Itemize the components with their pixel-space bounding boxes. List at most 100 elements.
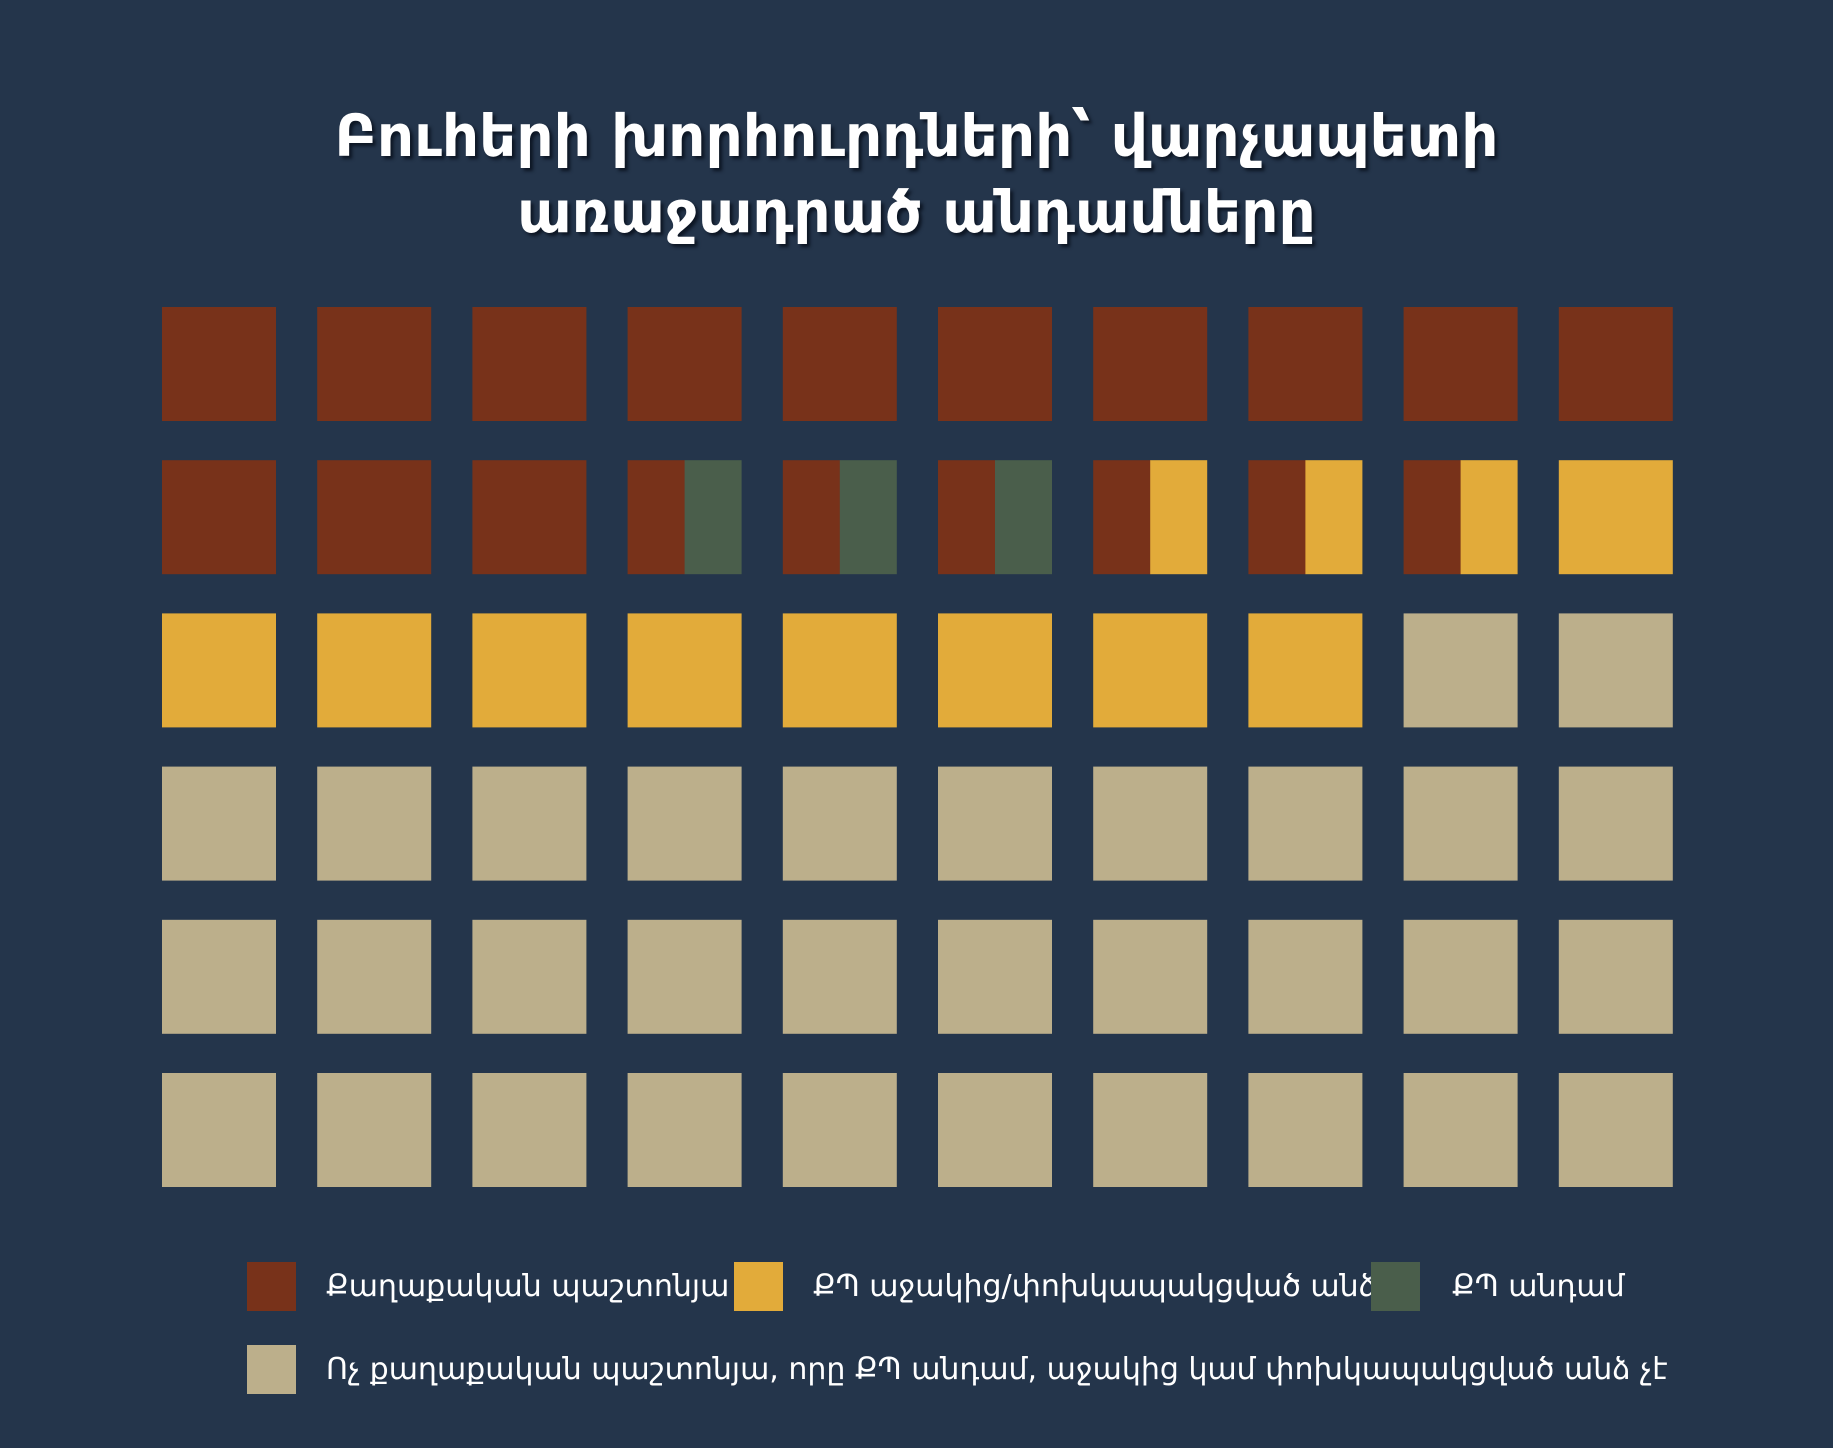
waffle-cell-cp-supporter xyxy=(317,613,432,728)
waffle-cell-political xyxy=(1248,460,1306,575)
waffle-cell-non-political xyxy=(162,919,276,1034)
waffle-cell-non-political xyxy=(627,1073,742,1187)
waffle-cell-political xyxy=(472,307,587,421)
waffle-cell-political xyxy=(317,460,432,575)
waffle-cell-political xyxy=(938,460,996,575)
waffle-cell-non-political xyxy=(1403,1073,1518,1187)
waffle-cell xyxy=(1403,613,1518,728)
waffle-cell-political xyxy=(627,307,742,421)
waffle-cell xyxy=(317,1073,432,1187)
waffle-cell-non-political xyxy=(162,766,276,881)
legend-swatch-non-political xyxy=(247,1345,296,1394)
waffle-cell xyxy=(1248,1073,1363,1187)
waffle-cell-non-political xyxy=(472,919,587,1034)
waffle-cell-non-political xyxy=(782,919,897,1034)
waffle-cell xyxy=(1558,307,1673,421)
waffle-cell xyxy=(1403,460,1518,575)
waffle-cell-cp-supporter xyxy=(1460,460,1518,575)
waffle-cell xyxy=(1093,919,1208,1034)
waffle-cell-non-political xyxy=(1248,766,1363,881)
waffle-cell-cp-supporter xyxy=(162,613,276,728)
legend-swatch-cp-member xyxy=(1371,1262,1420,1311)
waffle-cell-political xyxy=(472,460,587,575)
waffle-cell-political xyxy=(938,307,1052,421)
waffle-cell-political xyxy=(1093,307,1208,421)
waffle-cell xyxy=(1093,613,1208,728)
waffle-cell-non-political xyxy=(1093,919,1208,1034)
waffle-cell-non-political xyxy=(782,1073,897,1187)
waffle-cell-non-political xyxy=(1403,919,1518,1034)
waffle-cell xyxy=(1403,1073,1518,1187)
waffle-cell xyxy=(472,1073,587,1187)
waffle-cell xyxy=(162,307,276,421)
waffle-cell-cp-member xyxy=(839,460,897,575)
waffle-cell xyxy=(162,919,276,1034)
waffle-cell-cp-supporter xyxy=(938,613,1052,728)
waffle-cell-cp-member xyxy=(684,460,742,575)
waffle-cell-political xyxy=(782,460,841,575)
waffle-cell xyxy=(472,766,587,881)
waffle-cell xyxy=(1403,919,1518,1034)
waffle-cell xyxy=(162,460,276,575)
waffle-cell xyxy=(938,1073,1052,1187)
waffle-cell xyxy=(782,1073,897,1187)
waffle-cell-cp-supporter xyxy=(1305,460,1363,575)
legend-swatch-political xyxy=(247,1262,296,1311)
waffle-cell-cp-supporter xyxy=(472,613,587,728)
waffle-cell-non-political xyxy=(472,766,587,881)
waffle-cell-political xyxy=(1558,307,1673,421)
waffle-cell xyxy=(938,307,1052,421)
waffle-cell xyxy=(627,460,742,575)
waffle-cell xyxy=(162,766,276,881)
legend-label-political: Քաղաքական պաշտոնյա xyxy=(326,1269,730,1304)
waffle-cell xyxy=(317,613,432,728)
waffle-cell xyxy=(1558,613,1673,728)
waffle-cell-cp-supporter xyxy=(1558,460,1673,575)
legend-swatch-cp-supporter xyxy=(734,1262,783,1311)
waffle-cell xyxy=(1093,307,1208,421)
waffle-cell-non-political xyxy=(317,919,432,1034)
waffle-cell xyxy=(1558,460,1673,575)
waffle-cell xyxy=(782,766,897,881)
waffle-cell xyxy=(162,1073,276,1187)
waffle-cell xyxy=(1248,460,1363,575)
waffle-cell xyxy=(1403,766,1518,881)
waffle-cell-non-political xyxy=(317,766,432,881)
waffle-cell-non-political xyxy=(627,919,742,1034)
waffle-cell-non-political xyxy=(938,919,1052,1034)
waffle-cell-non-political xyxy=(938,1073,1052,1187)
waffle-cell xyxy=(1248,919,1363,1034)
waffle-cell-non-political xyxy=(627,766,742,881)
waffle-cell xyxy=(472,460,587,575)
waffle-cell-cp-supporter xyxy=(782,613,897,728)
waffle-cell xyxy=(317,307,432,421)
waffle-cell xyxy=(627,766,742,881)
waffle-cell-political xyxy=(162,460,276,575)
waffle-cell xyxy=(472,919,587,1034)
waffle-cell-non-political xyxy=(1093,766,1208,881)
waffle-cell-non-political xyxy=(938,766,1052,881)
waffle-cell xyxy=(472,307,587,421)
waffle-cell-cp-supporter xyxy=(1093,613,1208,728)
waffle-cell xyxy=(1248,307,1363,421)
waffle-cell xyxy=(938,919,1052,1034)
waffle-cell xyxy=(1093,460,1208,575)
waffle-cell xyxy=(938,766,1052,881)
waffle-cell-non-political xyxy=(1248,1073,1363,1187)
waffle-cell xyxy=(1093,766,1208,881)
waffle-cell-political xyxy=(162,307,276,421)
waffle-cell-political xyxy=(627,460,686,575)
waffle-cell xyxy=(938,613,1052,728)
chart-title-line-1: Բուհերի խորհուրդների՝ վարչապետի xyxy=(334,102,1499,170)
waffle-cell xyxy=(782,613,897,728)
waffle-cell-non-political xyxy=(782,766,897,881)
waffle-cell xyxy=(317,460,432,575)
waffle-cell-non-political xyxy=(317,1073,432,1187)
waffle-cell xyxy=(1093,1073,1208,1187)
waffle-cell xyxy=(472,613,587,728)
waffle-cell xyxy=(317,919,432,1034)
waffle-cell-political xyxy=(1403,307,1518,421)
legend-label-non-political: Ոչ քաղաքական պաշտոնյա, որը ՔՊ անդամ, աջա… xyxy=(326,1352,1668,1387)
waffle-cell-non-political xyxy=(1248,919,1363,1034)
